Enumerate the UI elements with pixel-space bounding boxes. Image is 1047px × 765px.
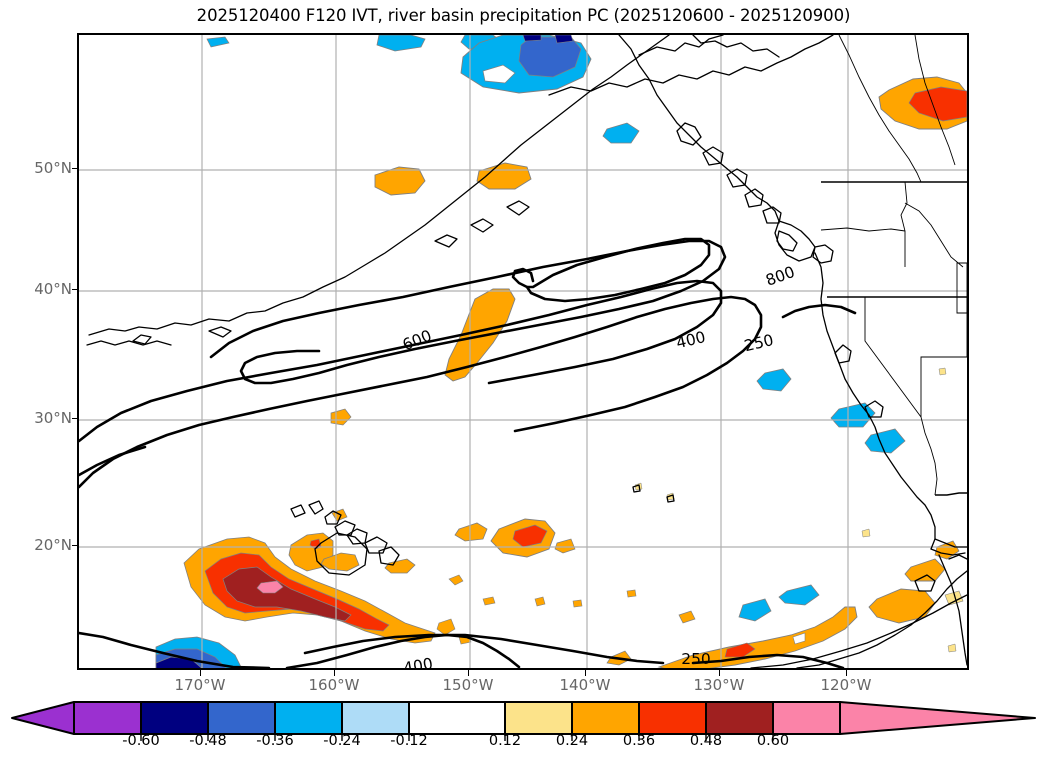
x-tick-mark-140w xyxy=(585,670,587,676)
x-tick-mark-120w xyxy=(846,670,848,676)
colorbar-tick-label-0: -0.60 xyxy=(122,733,160,749)
ivt-contours xyxy=(79,237,857,668)
colorbar-tick-marks xyxy=(140,734,774,741)
colorbar-seg-3 xyxy=(274,701,343,735)
colorbar-extend-low xyxy=(11,701,75,735)
colorbar-tick-label-4: -0.12 xyxy=(390,733,428,749)
colorbar[interactable]: -0.60 -0.48 -0.36 -0.24 -0.12 0.12 0.24 … xyxy=(0,697,1047,765)
x-tick-label-150w: 150°W xyxy=(442,676,494,694)
contour-labels: 800 600 400 250 400 250 xyxy=(400,263,797,668)
colorbar-canvas xyxy=(11,701,1036,741)
colorbar-seg-10 xyxy=(772,701,841,735)
x-tick-label-160w: 160°W xyxy=(308,676,360,694)
colorbar-seg-4 xyxy=(341,701,410,735)
political-borders xyxy=(820,35,967,496)
map-canvas: 800 600 400 250 400 250 xyxy=(79,35,967,668)
y-tick-mark-20n xyxy=(72,545,78,547)
colorbar-seg-8 xyxy=(638,701,707,735)
colorbar-seg-9 xyxy=(705,701,774,735)
colorbar-tick-label-3: -0.24 xyxy=(323,733,361,749)
contour-label-800: 800 xyxy=(763,263,797,290)
y-tick-label-30n: 30°N xyxy=(34,409,72,427)
coastline-layer xyxy=(86,35,967,668)
colorbar-seg-7 xyxy=(571,701,640,735)
map-plot-area[interactable]: 800 600 400 250 400 250 xyxy=(77,33,969,670)
contour-label-250: 250 xyxy=(742,331,775,355)
x-tick-mark-160w xyxy=(334,670,336,676)
y-tick-label-50n: 50°N xyxy=(34,159,72,177)
colorbar-seg-2 xyxy=(207,701,276,735)
contour-label-400: 400 xyxy=(674,328,707,352)
contour-label-400-lower: 400 xyxy=(402,655,434,668)
colorbar-seg-5 xyxy=(408,701,506,735)
y-tick-mark-40n xyxy=(72,289,78,291)
colorbar-tick-label-9: 0.60 xyxy=(756,733,790,749)
y-tick-label-40n: 40°N xyxy=(34,280,72,298)
contour-label-250-lower: 250 xyxy=(681,650,711,668)
colorbar-tick-label-8: 0.48 xyxy=(689,733,723,749)
x-tick-label-170w: 170°W xyxy=(174,676,226,694)
y-tick-mark-50n xyxy=(72,168,78,170)
colorbar-tick-label-5: 0.12 xyxy=(488,733,522,749)
x-tick-mark-170w xyxy=(200,670,202,676)
colorbar-segments xyxy=(11,701,1036,735)
x-tick-label-130w: 130°W xyxy=(693,676,745,694)
grid-lines xyxy=(79,35,967,668)
colorbar-seg-6 xyxy=(504,701,573,735)
colorbar-extend-high xyxy=(839,701,1036,735)
x-tick-label-140w: 140°W xyxy=(559,676,611,694)
x-tick-mark-130w xyxy=(719,670,721,676)
colorbar-tick-label-1: -0.48 xyxy=(189,733,227,749)
x-tick-label-120w: 120°W xyxy=(820,676,872,694)
x-tick-mark-150w xyxy=(468,670,470,676)
page-title: 2025120400 F120 IVT, river basin precipi… xyxy=(196,6,851,25)
colorbar-seg-1 xyxy=(140,701,209,735)
contour-label-600: 600 xyxy=(400,326,434,354)
colorbar-seg-0 xyxy=(73,701,142,735)
colorbar-tick-label-6: 0.24 xyxy=(555,733,589,749)
colorbar-tick-label-2: -0.36 xyxy=(256,733,294,749)
y-tick-label-20n: 20°N xyxy=(34,536,72,554)
colorbar-tick-label-7: 0.36 xyxy=(622,733,656,749)
y-tick-mark-30n xyxy=(72,418,78,420)
